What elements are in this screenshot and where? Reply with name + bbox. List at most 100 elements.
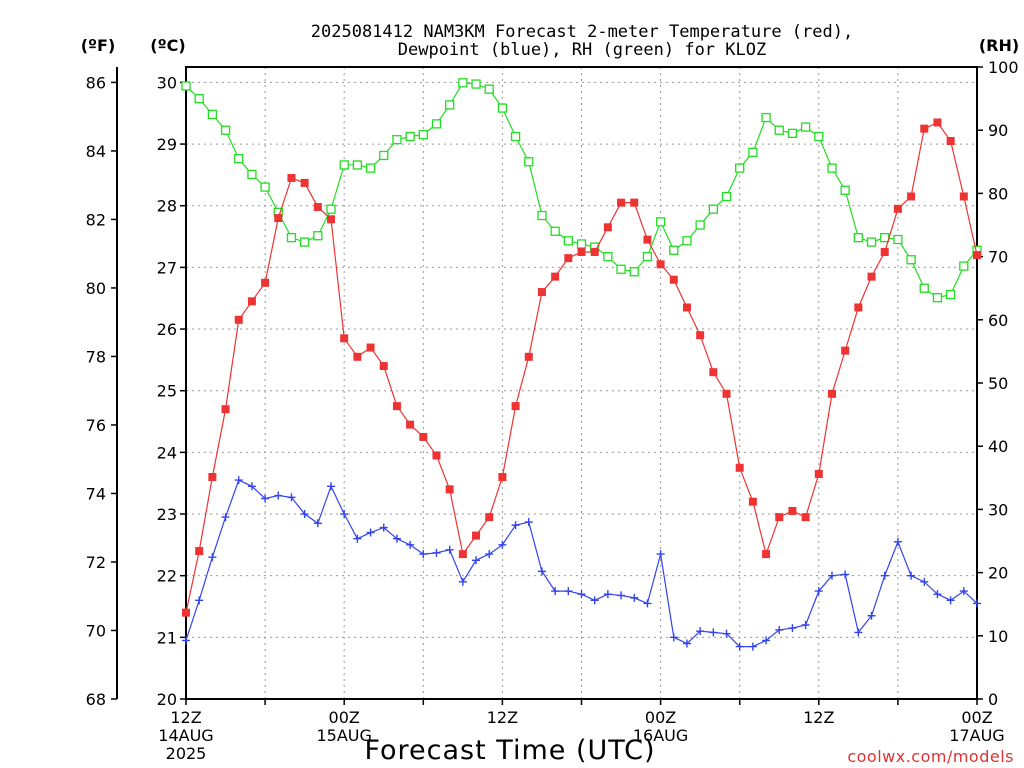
- dewpoint-point: [208, 553, 217, 562]
- dewpoint-point: [524, 518, 533, 527]
- temperature-point: [973, 251, 981, 260]
- temperature-point: [735, 463, 744, 472]
- rh-tick-label: 80: [988, 184, 1008, 203]
- temperature-point: [933, 118, 942, 127]
- temperature-point: [221, 405, 230, 414]
- rh-point: [392, 135, 402, 145]
- dewpoint-point: [643, 599, 652, 608]
- temperature-point: [234, 315, 243, 324]
- fahrenheit-tick-label: 74: [86, 484, 106, 503]
- rh-point: [524, 157, 534, 167]
- dewpoint-point: [722, 629, 731, 638]
- rh-point: [458, 78, 468, 88]
- dewpoint-point: [353, 534, 362, 543]
- fahrenheit-unit-label: (ºF): [81, 36, 116, 55]
- temperature-point: [617, 198, 626, 207]
- rh-point: [405, 131, 415, 142]
- dewpoint-point: [696, 627, 705, 636]
- temperature-point: [327, 215, 336, 224]
- rh-point: [194, 93, 204, 104]
- rh-point: [787, 128, 798, 139]
- rh-point: [563, 236, 573, 246]
- dewpoint-point: [234, 476, 243, 485]
- dewpoint-point: [313, 519, 322, 528]
- rh-point: [866, 237, 877, 247]
- rh-point: [708, 204, 718, 214]
- dewpoint-point: [274, 491, 283, 500]
- temperature-point: [775, 513, 784, 522]
- x-tick-label: 14AUG: [158, 726, 213, 745]
- temperature-point: [814, 469, 823, 478]
- rh-tick-label: 100: [988, 58, 1019, 77]
- rh-point: [418, 129, 428, 140]
- rh-point: [603, 251, 613, 262]
- temperature-point: [669, 275, 678, 284]
- rh-point: [247, 169, 257, 180]
- rh-point: [220, 125, 231, 135]
- x-tick-label: 12Z: [803, 708, 834, 727]
- fahrenheit-tick-label: 70: [86, 621, 106, 640]
- dewpoint-point: [709, 628, 718, 637]
- rh-point: [669, 245, 679, 255]
- temperature-point: [313, 202, 322, 211]
- rh-point: [352, 160, 363, 170]
- celsius-unit-label: (ºC): [150, 36, 185, 55]
- rh-point: [313, 231, 323, 241]
- rh-point: [695, 220, 705, 230]
- temperature-point: [841, 346, 850, 355]
- dewpoint-point: [379, 523, 388, 532]
- temperature-point: [656, 260, 665, 269]
- temperature-point: [827, 389, 836, 398]
- fahrenheit-tick-label: 86: [86, 73, 106, 92]
- fahrenheit-tick-label: 76: [86, 416, 106, 435]
- dewpoint-point: [669, 633, 678, 642]
- temperature-point: [472, 531, 481, 540]
- dewpoint-point: [617, 591, 626, 600]
- temperature-point: [485, 513, 494, 522]
- temperature-point: [406, 420, 415, 429]
- temperature-point: [274, 214, 283, 223]
- credit-text: coolwx.com/models: [847, 747, 1014, 766]
- rh-point: [761, 112, 771, 123]
- temperature-point: [920, 124, 929, 133]
- rh-point: [642, 251, 653, 262]
- rh-point: [616, 264, 626, 274]
- temperature-point: [880, 247, 889, 256]
- celsius-tick-label: 27: [157, 258, 177, 277]
- dewpoint-point: [920, 577, 929, 586]
- rh-point: [207, 109, 218, 120]
- dewpoint-point: [458, 577, 467, 586]
- temperature-point: [353, 352, 362, 361]
- temperature-point: [261, 278, 270, 287]
- fahrenheit-tick-label: 80: [86, 279, 106, 298]
- x-tick-label: 16AUG: [633, 726, 688, 745]
- dewpoint-point: [603, 590, 612, 599]
- temperature-point: [498, 473, 507, 482]
- fahrenheit-tick-label: 78: [86, 347, 106, 366]
- rh-point: [880, 232, 890, 243]
- rh-point: [234, 153, 244, 164]
- dewpoint-point: [907, 571, 916, 580]
- x-tick-label: 17AUG: [949, 726, 1004, 745]
- chart-title-line-2: Dewpoint (blue), RH (green) for KLOZ: [398, 40, 766, 60]
- rh-point: [339, 160, 349, 170]
- temperature-point: [379, 362, 388, 371]
- temperature-point: [208, 473, 217, 482]
- rh-point: [906, 255, 916, 265]
- axes: [116, 66, 978, 700]
- rh-tick-label: 30: [988, 500, 1008, 519]
- dewpoint-point: [893, 537, 902, 546]
- rh-point: [932, 293, 943, 303]
- temperature-point: [182, 608, 190, 617]
- dewpoint-point: [392, 534, 401, 543]
- temperature-series: [182, 118, 981, 617]
- celsius-tick-label: 20: [157, 690, 177, 709]
- dewpoint-point: [261, 494, 270, 503]
- x-tick-label: 12Z: [170, 708, 201, 727]
- celsius-tick-label: 25: [157, 382, 177, 401]
- rh-point: [629, 267, 639, 277]
- dewpoint-point: [630, 593, 639, 602]
- dewpoint-point: [472, 556, 481, 565]
- rh-point: [853, 232, 863, 243]
